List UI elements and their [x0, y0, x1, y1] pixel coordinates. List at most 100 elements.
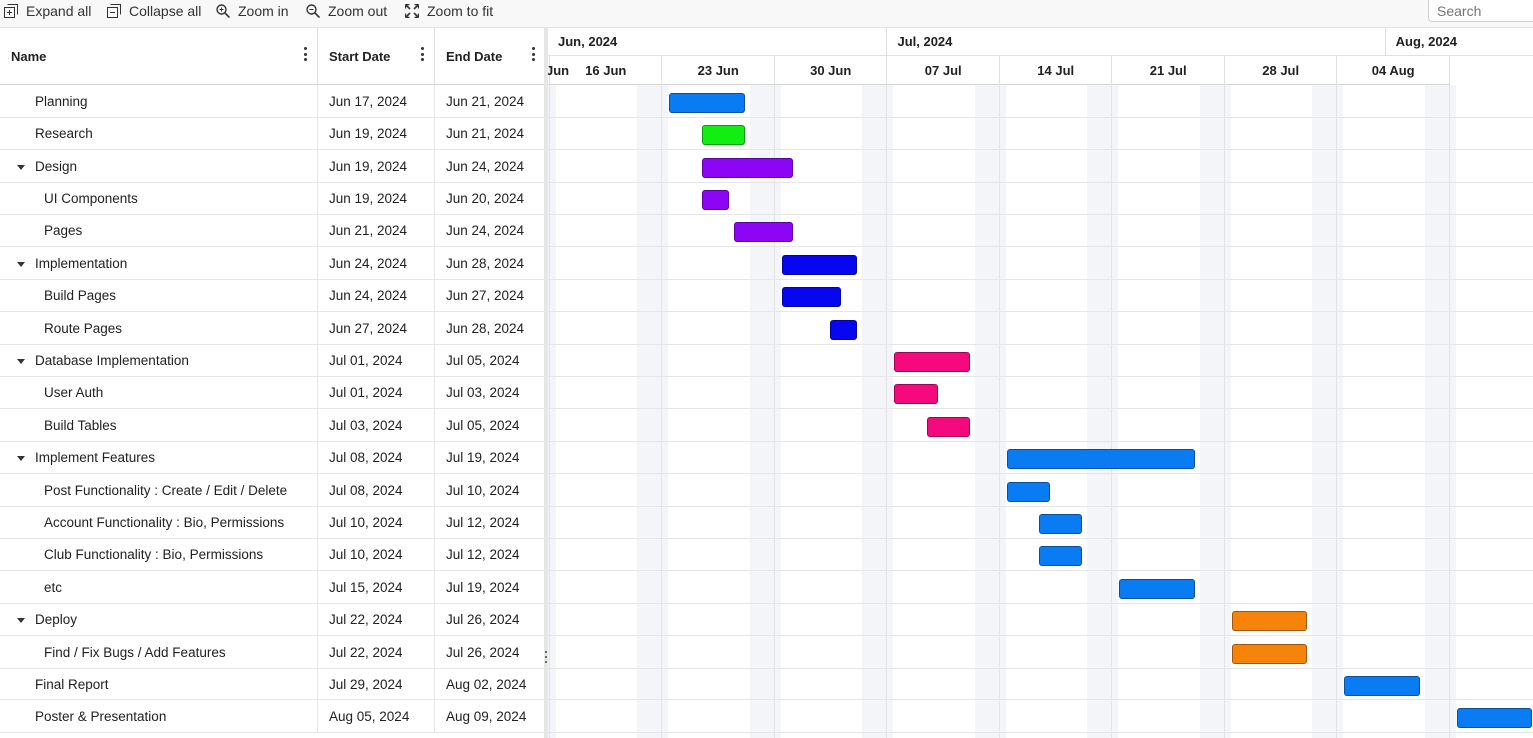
table-row[interactable]: Build Tables Jul 03, 2024 Jul 05, 2024: [0, 409, 545, 442]
task-name: Planning: [35, 93, 88, 109]
table-row[interactable]: Club Functionality : Bio, Permissions Jul…: [0, 539, 545, 571]
collapse-caret-icon[interactable]: [17, 618, 25, 623]
splitter-handle-icon[interactable]: [545, 651, 547, 663]
row-gridline: [548, 279, 1533, 280]
collapse-all-label: Collapse all: [129, 3, 202, 19]
table-row[interactable]: etc Jul 15, 2024 Jul 19, 2024: [0, 571, 545, 604]
table-row[interactable]: Route Pages Jun 27, 2024 Jun 28, 2024: [0, 312, 545, 345]
weekend-shade: [974, 85, 1006, 738]
collapse-caret-icon[interactable]: [17, 164, 25, 170]
task-bar[interactable]: [1006, 449, 1195, 469]
end-date-cell: Jun 27, 2024: [446, 288, 525, 303]
week-gridline: [661, 85, 663, 738]
table-row[interactable]: Research Jun 19, 2024 Jun 21, 2024: [0, 118, 545, 150]
column-menu-icon[interactable]: [532, 47, 536, 61]
table-row[interactable]: Implementation Jun 24, 2024 Jun 28, 2024: [0, 247, 545, 280]
table-row[interactable]: Account Functionality : Bio, Permissions…: [0, 507, 545, 539]
table-row[interactable]: Pages Jun 21, 2024 Jun 24, 2024: [0, 215, 545, 247]
month-header: Aug, 2024: [1385, 28, 1533, 56]
week-header: 04 Aug: [1337, 56, 1450, 85]
collapse-caret-icon[interactable]: [17, 456, 25, 461]
task-name: Build Pages: [44, 288, 117, 303]
week-gridline: [773, 85, 775, 738]
column-menu-icon[interactable]: [421, 47, 425, 61]
row-gridline: [548, 311, 1533, 312]
task-bar[interactable]: [894, 352, 970, 372]
start-date-cell: Jul 08, 2024: [318, 442, 435, 473]
table-row[interactable]: Poster & Presentation Aug 05, 2024 Aug 09,…: [0, 700, 545, 733]
zoom-out-icon: [306, 4, 320, 18]
task-bar[interactable]: [926, 416, 970, 437]
toolbar: Expand all Collapse all Zoom in Zoom out…: [0, 0, 1533, 28]
week-gridline: [549, 85, 550, 738]
task-bar[interactable]: [830, 319, 858, 340]
splitter[interactable]: [544, 28, 548, 738]
column-header-name[interactable]: Name: [0, 28, 318, 84]
name-cell: Planning: [0, 85, 318, 117]
table-row[interactable]: Post Functionality : Create / Edit / Del…: [0, 474, 545, 507]
name-cell: Route Pages: [0, 312, 318, 344]
search-input[interactable]: [1428, 0, 1533, 22]
task-bar[interactable]: [669, 92, 745, 113]
row-gridline: [548, 344, 1533, 345]
name-cell: Deploy: [0, 604, 318, 635]
task-name: Final Report: [35, 676, 109, 692]
zoom-to-fit-button[interactable]: Zoom to fit: [405, 0, 493, 22]
start-date-cell: Aug 05, 2024: [318, 700, 435, 732]
task-bar[interactable]: [1344, 675, 1420, 696]
weekend-shade: [1087, 85, 1119, 738]
collapse-all-button[interactable]: Collapse all: [107, 0, 201, 22]
task-bar[interactable]: [1039, 514, 1083, 534]
task-bar[interactable]: [1231, 611, 1308, 631]
task-bar[interactable]: [894, 384, 938, 404]
collapse-caret-icon[interactable]: [17, 359, 25, 364]
table-row[interactable]: Final Report Jul 29, 2024 Aug 02, 2024: [0, 669, 545, 700]
week-header: 07 Jul: [887, 56, 1000, 85]
task-bar[interactable]: [1119, 578, 1195, 599]
collapse-caret-icon[interactable]: [17, 261, 25, 267]
task-bar[interactable]: [781, 254, 858, 275]
task-bar[interactable]: [1456, 707, 1533, 728]
column-menu-icon[interactable]: [304, 47, 308, 61]
row-gridline: [548, 182, 1533, 183]
task-grid: Name Start Date End Date Planning Jun 17,…: [0, 28, 545, 738]
table-row[interactable]: Build Pages Jun 24, 2024 Jun 27, 2024: [0, 280, 545, 312]
task-bar[interactable]: [701, 157, 794, 178]
task-bar[interactable]: [701, 190, 729, 210]
task-name: Find / Fix Bugs / Add Features: [44, 644, 226, 660]
task-bar[interactable]: [1039, 546, 1083, 566]
table-row[interactable]: User Auth Jul 01, 2024 Jul 03, 2024: [0, 377, 545, 409]
task-name: Post Functionality : Create / Edit / Del…: [44, 482, 288, 498]
column-header-start-date[interactable]: Start Date: [318, 28, 435, 84]
task-bar[interactable]: [1006, 481, 1051, 502]
start-date-cell: Jul 01, 2024: [318, 377, 435, 408]
end-date-cell: Jun 21, 2024: [446, 93, 525, 109]
task-bar[interactable]: [701, 125, 745, 145]
table-row[interactable]: Find / Fix Bugs / Add Features Jul 22, 20…: [0, 636, 545, 669]
start-date-cell: Jun 19, 2024: [318, 150, 435, 182]
table-row[interactable]: Database Implementation Jul 01, 2024 Jul 0…: [0, 345, 545, 377]
table-row[interactable]: Deploy Jul 22, 2024 Jul 26, 2024: [0, 604, 545, 636]
row-gridline: [548, 441, 1533, 442]
task-name: Design: [35, 158, 78, 174]
name-cell: Research: [0, 118, 318, 149]
zoom-in-button[interactable]: Zoom in: [216, 0, 289, 22]
name-cell: Database Implementation: [0, 345, 318, 376]
table-row[interactable]: Design Jun 19, 2024 Jun 24, 2024: [0, 150, 545, 183]
task-bar[interactable]: [1231, 643, 1308, 664]
table-row[interactable]: UI Components Jun 19, 2024 Jun 20, 2024: [0, 183, 545, 215]
task-bar[interactable]: [781, 287, 842, 307]
name-cell: Club Functionality : Bio, Permissions: [0, 539, 318, 570]
zoom-to-fit-icon: [405, 4, 419, 18]
zoom-out-button[interactable]: Zoom out: [306, 0, 387, 22]
table-row[interactable]: Implement Features Jul 08, 2024 Jul 19, 20…: [0, 442, 545, 474]
column-header-end-date[interactable]: End Date: [435, 28, 545, 84]
start-date-cell: Jul 10, 2024: [318, 539, 435, 570]
table-row[interactable]: Planning Jun 17, 2024 Jun 21, 2024: [0, 85, 545, 118]
name-cell: Final Report: [0, 669, 318, 699]
task-bar[interactable]: [733, 222, 794, 242]
expand-all-button[interactable]: Expand all: [4, 0, 91, 22]
week-gridline: [1336, 85, 1338, 738]
row-gridline: [548, 668, 1533, 669]
start-date-cell: Jul 22, 2024: [318, 636, 435, 668]
